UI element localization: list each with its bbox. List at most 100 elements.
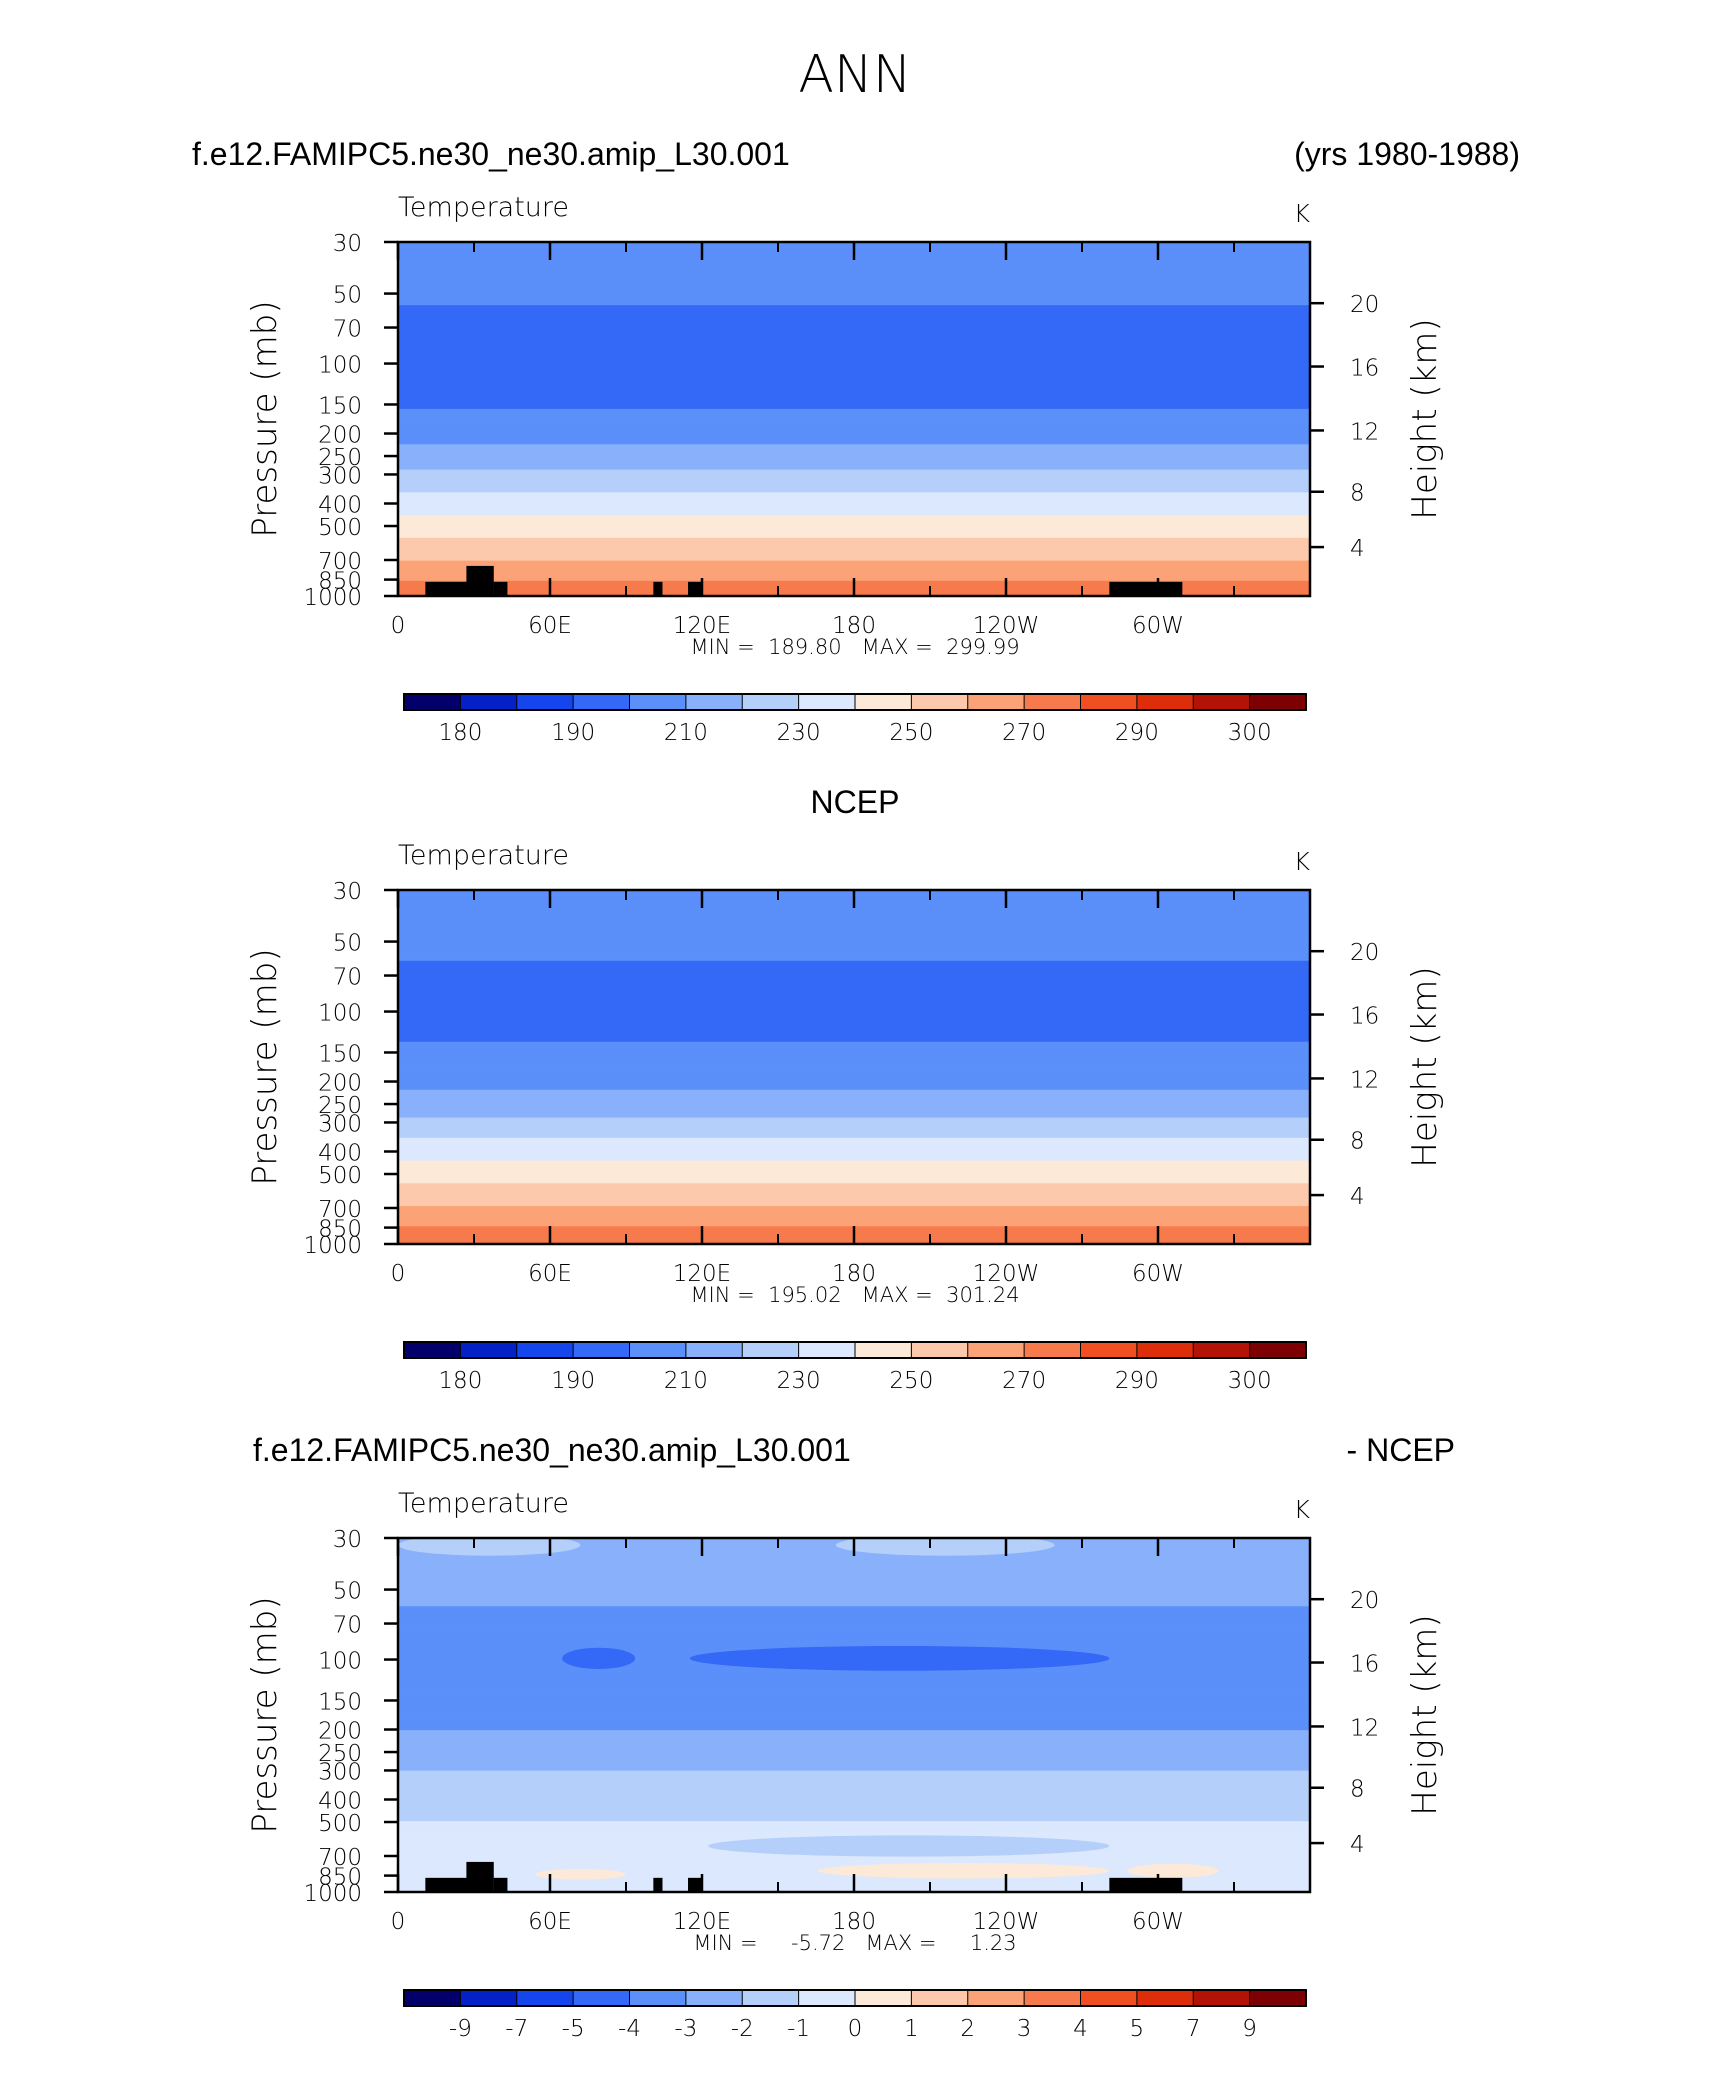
contour-band	[398, 1016, 1310, 1020]
contour-band	[398, 1049, 1310, 1053]
contour-band	[398, 1026, 1310, 1030]
contour-band	[398, 540, 1310, 544]
topography	[688, 581, 703, 596]
contour-band	[398, 535, 1310, 539]
x-tick-label: 120E	[673, 1909, 731, 1935]
y-tick-label: 850	[318, 1865, 362, 1891]
contour-band	[398, 343, 1310, 347]
y2-tick-label: 12	[1350, 1067, 1379, 1093]
contour-band	[398, 575, 1310, 580]
contour-band	[398, 993, 1310, 997]
contour-band	[398, 1570, 1310, 1575]
contour-band	[398, 302, 1310, 307]
panel-variable: Temperature	[398, 192, 569, 223]
y2-tick-label: 4	[1350, 1184, 1365, 1210]
contour-band	[398, 998, 1310, 1003]
y-tick-label: 50	[333, 283, 362, 309]
contour-band	[398, 467, 1310, 471]
contour-band	[398, 1223, 1310, 1228]
contour-band	[398, 927, 1310, 932]
contour-band	[398, 338, 1310, 342]
y-tick-label: 400	[318, 1788, 362, 1814]
colorbar: 180 190 210 230 250 270 290 300	[403, 693, 1307, 746]
contour-band	[398, 981, 1310, 985]
y-tick-label: 250	[318, 1741, 362, 1767]
contour-band	[398, 1800, 1310, 1805]
contour-band	[398, 1183, 1310, 1187]
x-tick-label: 120E	[673, 1261, 731, 1287]
x-tick-label: 180	[832, 613, 876, 639]
colorbar-swatch	[1192, 693, 1251, 711]
topography	[493, 581, 508, 596]
colorbar-swatch	[1080, 1341, 1138, 1359]
contour-band	[398, 1094, 1310, 1099]
contour-band	[398, 1826, 1310, 1830]
contour-band	[398, 553, 1310, 557]
contour-band	[398, 1737, 1310, 1742]
panel-header-right: (yrs 1980-1988)	[1294, 136, 1520, 172]
contour-blob	[817, 1862, 1110, 1879]
contour-band	[398, 1775, 1310, 1780]
contour-band	[398, 267, 1310, 271]
contour-band	[398, 477, 1310, 481]
contour-band	[398, 1104, 1310, 1109]
contour-band	[398, 327, 1310, 332]
contour-band	[398, 436, 1310, 441]
contour-band	[398, 953, 1310, 957]
contour-band	[398, 922, 1310, 927]
contour-band	[398, 355, 1310, 360]
y-tick-label: 200	[318, 423, 362, 449]
contour-band	[398, 284, 1310, 289]
y-tick-label: 1000	[303, 1881, 362, 1907]
contour-band	[398, 1669, 1310, 1673]
x-tick-label: 120W	[973, 1261, 1040, 1287]
colorbar-label: -2	[731, 2016, 754, 2042]
colorbar-swatch	[572, 1341, 631, 1359]
panel-units: K	[1294, 199, 1311, 228]
y2-tick-label: 8	[1350, 481, 1365, 507]
colorbar-swatch	[967, 1341, 1026, 1359]
contour-band	[398, 297, 1310, 301]
colorbar-label: -7	[505, 2016, 528, 2042]
contour-band	[398, 1087, 1310, 1091]
contour-band	[398, 1760, 1310, 1764]
contour-band	[398, 978, 1310, 982]
contour-band	[398, 1573, 1310, 1577]
colorbar-label: 0	[848, 2016, 863, 2042]
contour-band	[398, 1783, 1310, 1787]
colorbar-label: -1	[787, 2016, 810, 2042]
contour-band	[398, 1828, 1310, 1833]
contour-band	[398, 1697, 1310, 1701]
contour-band	[398, 510, 1310, 514]
contour-band	[398, 1140, 1310, 1144]
x-tick-label: 60E	[528, 1909, 572, 1935]
contour-band	[398, 965, 1310, 970]
y2-tick-label: 16	[1350, 1004, 1379, 1030]
contour-band	[398, 1074, 1310, 1078]
contour-band	[398, 1006, 1310, 1010]
contour-band	[398, 1694, 1310, 1699]
contour-band	[398, 1206, 1310, 1210]
contour-band	[398, 1170, 1310, 1174]
contour-band	[398, 1150, 1310, 1154]
colorbar: 180 190 210 230 250 270 290 300	[403, 1341, 1307, 1394]
contour-band	[398, 459, 1310, 463]
contour-band	[398, 333, 1310, 337]
contour-band	[398, 547, 1310, 552]
contour-band	[398, 1024, 1310, 1028]
colorbar-swatch	[910, 693, 969, 711]
contour-band	[398, 912, 1310, 917]
y-tick-label: 200	[318, 1719, 362, 1745]
contour-band	[398, 307, 1310, 312]
contour-band	[398, 1168, 1310, 1172]
contour-band	[398, 950, 1310, 955]
contour-band	[398, 363, 1310, 367]
contour-band	[398, 1765, 1310, 1769]
colorbar-label: 7	[1186, 2016, 1201, 2042]
colorbar-swatch	[1136, 693, 1195, 711]
contour-blob	[398, 1775, 590, 1818]
contour-band	[398, 1618, 1310, 1623]
contour-band	[398, 274, 1310, 279]
contour-band	[398, 1069, 1310, 1073]
panel-units: K	[1294, 1495, 1311, 1524]
